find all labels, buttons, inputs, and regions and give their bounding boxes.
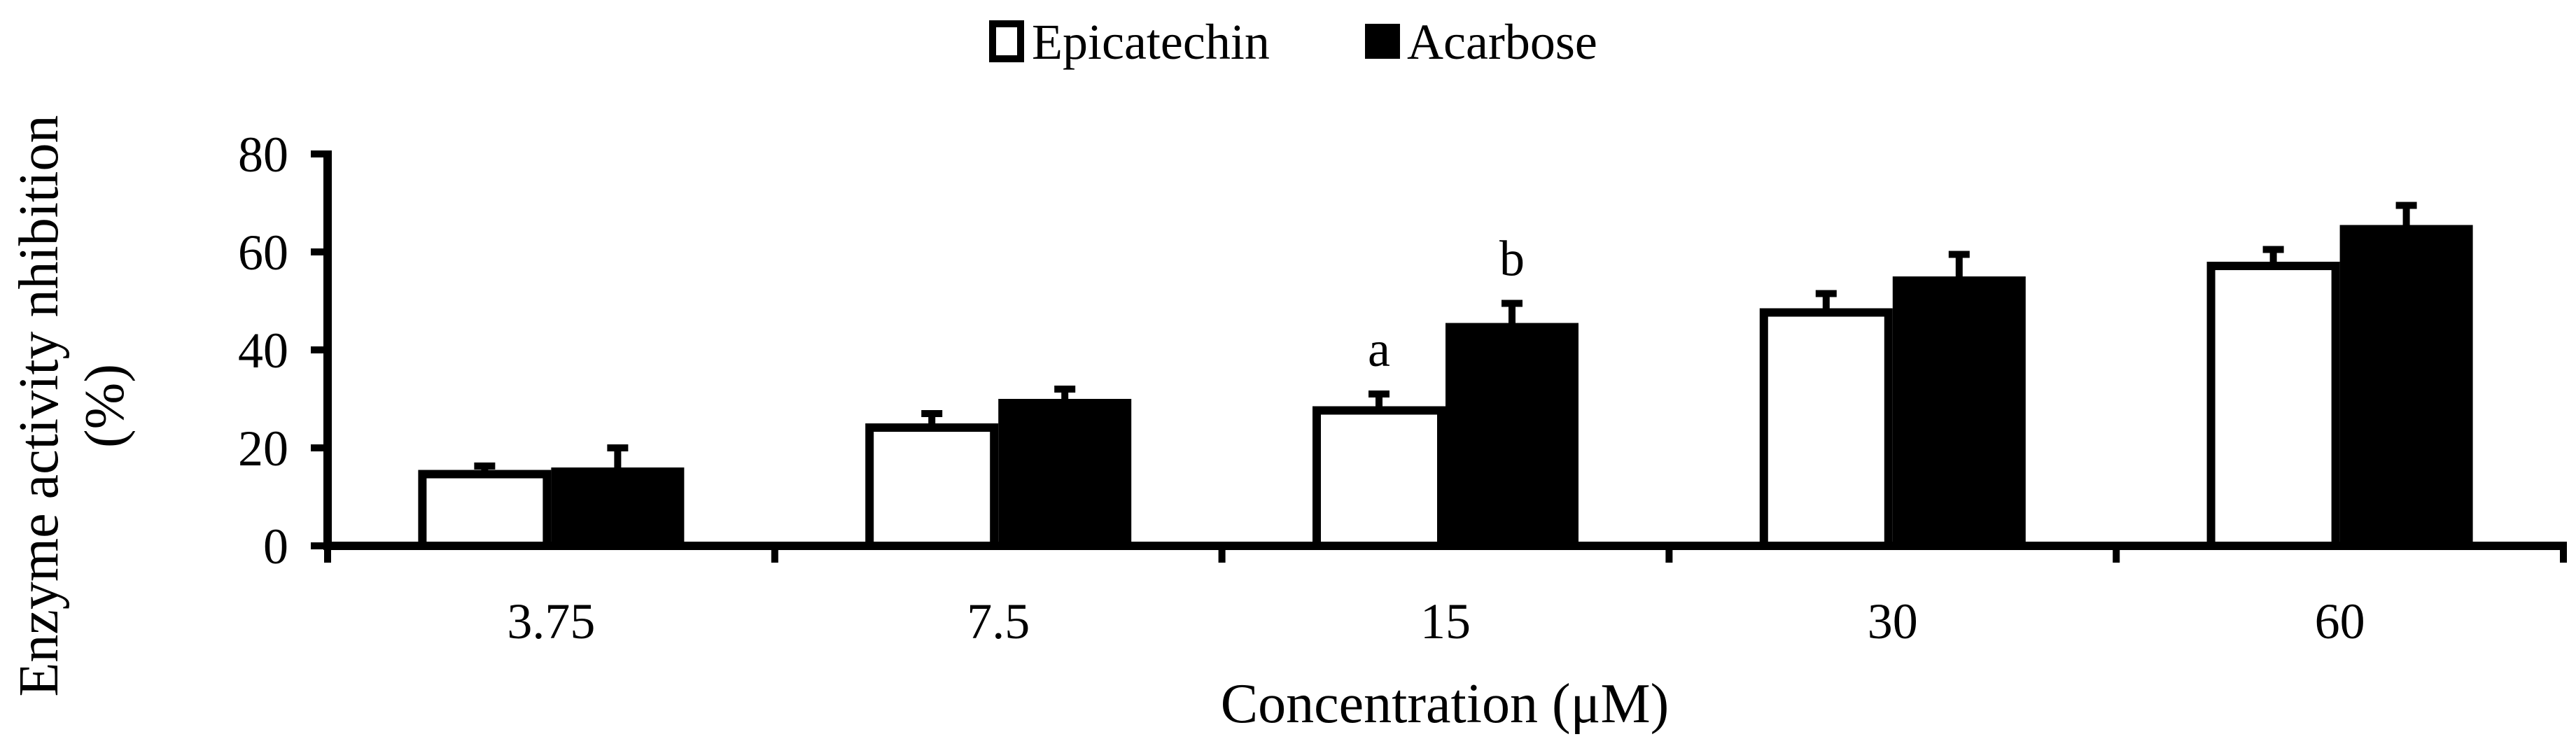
bar-acarbose-30 <box>1892 276 2026 546</box>
legend-label-epicatechin: Epicatechin <box>1032 14 1270 70</box>
x-axis-title: Concentration (μM) <box>1221 673 1670 735</box>
bar-acarbose-7-5 <box>998 399 1132 546</box>
x-tick-label-30: 30 <box>1868 593 1918 649</box>
x-tick-label-3-75: 3.75 <box>507 593 595 649</box>
bar-epicatechin-30 <box>1759 308 1893 550</box>
y-axis-title-line1: Enzyme activity nhibition <box>8 115 70 697</box>
legend: Epicatechin Acarbose <box>989 14 1597 70</box>
y-tick-label-0: 0 <box>263 519 288 575</box>
bar-epicatechin-15 <box>1312 406 1446 550</box>
y-tick-label-80: 80 <box>238 127 288 183</box>
y-axis-title-line2: (%) <box>74 364 136 448</box>
legend-label-acarbose: Acarbose <box>1407 14 1597 70</box>
bar-acarbose-3-75 <box>551 467 685 546</box>
x-tick-label-7-5: 7.5 <box>967 593 1030 649</box>
y-tick-label-60: 60 <box>238 225 288 281</box>
bar-acarbose-15 <box>1446 323 1578 546</box>
y-tick-label-40: 40 <box>238 323 288 379</box>
x-tick-label-15: 15 <box>1420 593 1471 649</box>
legend-swatch-epicatechin <box>989 20 1024 62</box>
annotation-b: b <box>1499 231 1525 287</box>
bar-epicatechin-60 <box>2206 262 2340 550</box>
bar-acarbose-60 <box>2339 225 2473 546</box>
x-tick-label-60: 60 <box>2315 593 2365 649</box>
legend-swatch-acarbose <box>1365 24 1400 59</box>
y-tick-label-20: 20 <box>238 421 288 477</box>
bar-epicatechin-3-75 <box>418 470 552 550</box>
bar-epicatechin-7-5 <box>865 423 999 550</box>
annotation-a: a <box>1368 321 1390 377</box>
